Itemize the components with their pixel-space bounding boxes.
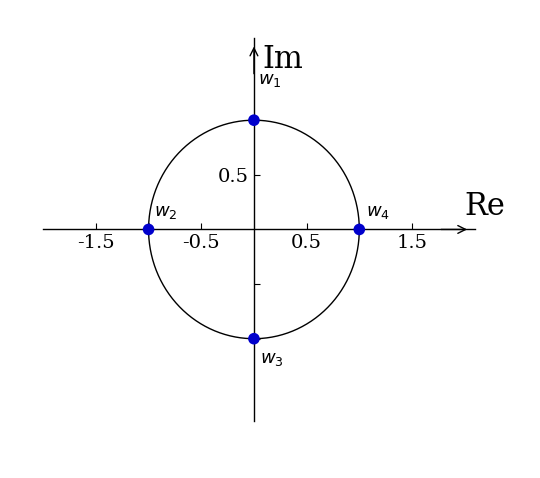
Text: $w_4$: $w_4$ — [366, 203, 389, 221]
Text: Im: Im — [262, 43, 303, 75]
Point — [355, 226, 363, 233]
Text: $w_1$: $w_1$ — [258, 71, 282, 89]
Point — [249, 116, 258, 124]
Point — [249, 335, 258, 343]
Text: $w_3$: $w_3$ — [260, 349, 284, 368]
Point — [144, 226, 153, 233]
Text: Re: Re — [464, 191, 505, 222]
Text: $w_2$: $w_2$ — [154, 203, 177, 221]
